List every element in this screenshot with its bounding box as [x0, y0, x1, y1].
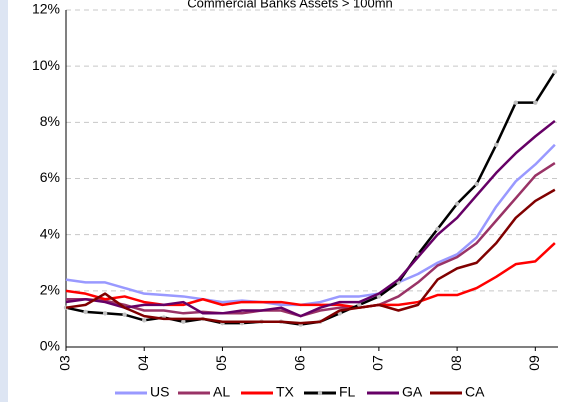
point	[474, 181, 479, 187]
x-tick-label: 04	[135, 355, 151, 371]
point	[494, 142, 499, 147]
legend-label: CA	[465, 384, 485, 400]
x-tick-label: 05	[213, 355, 229, 371]
series-line	[65, 119, 556, 318]
series-line	[65, 188, 556, 325]
legend-label: AL	[213, 384, 230, 400]
legend-label: FL	[339, 384, 356, 400]
x-tick-label: 06	[291, 355, 307, 371]
y-tick-label: 0%	[40, 338, 60, 354]
y-tick-label: 12%	[32, 1, 60, 17]
x-tick-label: 08	[448, 355, 464, 371]
point	[533, 100, 538, 105]
point	[83, 309, 88, 315]
y-tick-label: 8%	[40, 113, 60, 129]
point	[181, 319, 186, 324]
y-tick-label: 4%	[40, 225, 60, 241]
y-tick-label: 10%	[32, 57, 60, 73]
point	[122, 312, 127, 317]
legend-label: US	[150, 384, 169, 400]
x-tick-label: 03	[57, 355, 73, 371]
y-tick-label: 6%	[40, 169, 60, 185]
y-tick-label: 2%	[40, 282, 60, 298]
series-line	[65, 242, 556, 309]
series-line	[66, 162, 556, 318]
legend-label: GA	[402, 384, 423, 400]
point	[142, 318, 147, 323]
point	[102, 311, 108, 316]
x-tick-label: 07	[370, 355, 386, 371]
point	[357, 302, 362, 308]
side-strip	[0, 0, 8, 402]
point	[513, 100, 518, 105]
x-tick-label: 09	[526, 355, 542, 371]
legend-label: TX	[276, 384, 295, 400]
point	[454, 201, 460, 206]
series-line	[65, 143, 556, 307]
legend-marker	[317, 390, 323, 396]
point	[435, 226, 440, 232]
point	[552, 69, 558, 74]
chart-title: Commercial Banks Assets > 100mn	[187, 0, 393, 10]
